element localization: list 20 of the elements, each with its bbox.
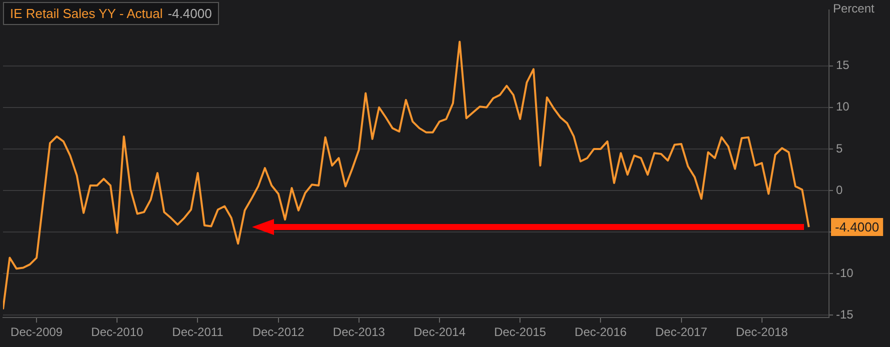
y-tick-label: -15 <box>836 307 854 322</box>
x-tick-label: Dec-2013 <box>332 325 386 340</box>
x-tick-label: Dec-2011 <box>172 325 224 340</box>
x-tick-label: Dec-2009 <box>10 325 63 340</box>
x-tick-label: Dec-2017 <box>655 325 708 340</box>
y-tick-label: 0 <box>836 182 843 197</box>
y-tick-label: 15 <box>836 58 850 72</box>
text: -4.4000 <box>168 6 212 21</box>
x-tick-label: Dec-2015 <box>494 325 546 340</box>
annotation: -4.4000 <box>835 220 880 235</box>
y-tick-label: 5 <box>836 141 843 156</box>
x-tick-label: Dec-2010 <box>91 325 144 340</box>
y-tick-label: 10 <box>836 100 850 114</box>
y-axis-title: Percent <box>833 1 876 16</box>
text: IE Retail Sales YY - Actual <box>10 6 163 21</box>
x-tick-label: Dec-2012 <box>252 325 305 340</box>
y-tick-label: -10 <box>836 266 854 280</box>
x-tick-label: Dec-2016 <box>574 325 628 340</box>
x-tick-label: Dec-2014 <box>413 325 466 340</box>
x-tick-label: Dec-2018 <box>736 325 788 340</box>
